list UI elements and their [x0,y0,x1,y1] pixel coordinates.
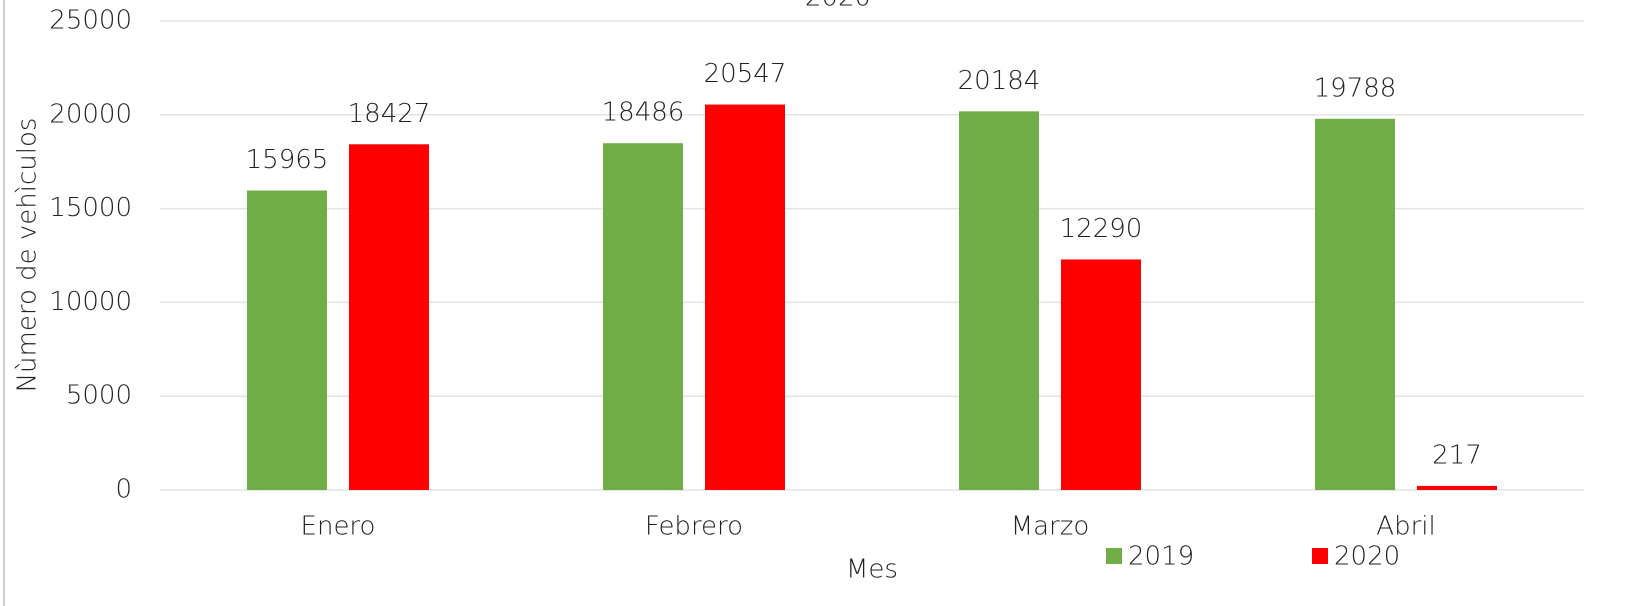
x-tick-label: Marzo [1011,512,1090,542]
bar [349,144,429,490]
legend-swatch [1106,548,1122,564]
chart-title: 2020 [805,0,871,13]
bar [247,190,327,491]
bar [959,111,1039,491]
data-label: 18486 [602,98,685,128]
x-tick-label: Abril [1376,512,1435,542]
data-label: 12290 [1060,214,1143,244]
data-label: 217 [1432,440,1482,470]
x-axis-label: Mes [846,555,898,585]
data-label: 18427 [348,99,431,129]
bar [603,143,683,490]
x-tick-label: Febrero [645,512,743,542]
legend-label: 2019 [1128,542,1194,572]
bar [705,104,785,491]
legend-swatch [1312,548,1328,564]
x-tick-label: Enero [301,512,376,542]
y-tick-label: 15000 [49,193,132,223]
y-tick-label: 10000 [49,287,132,317]
data-label: 20547 [704,59,787,89]
data-label: 20184 [958,66,1041,96]
bar [1061,259,1141,490]
data-label: 15965 [246,145,329,175]
data-label: 19788 [1314,73,1397,103]
y-tick-label: 25000 [49,6,132,36]
legend-label: 2020 [1334,542,1400,572]
bar [1315,118,1395,490]
bar [1417,485,1497,490]
y-tick-label: 0 [115,475,132,505]
y-tick-label: 20000 [49,99,132,129]
y-tick-label: 5000 [66,381,132,411]
y-axis-label: Nùmero de vehìculos [13,118,43,393]
